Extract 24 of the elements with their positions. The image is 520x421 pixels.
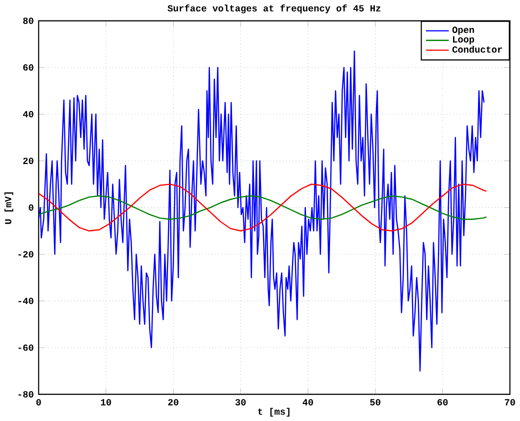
x-tick-label: 40 (302, 399, 314, 406)
x-tick-label: 20 (168, 399, 178, 406)
y-tick-label: -20 (18, 251, 34, 258)
x-tick-label: 60 (438, 399, 448, 406)
line-series (38, 195, 487, 220)
legend-label: Open (452, 26, 474, 35)
y-tick-label: -80 (18, 391, 34, 398)
y-tick-label: -40 (18, 298, 34, 304)
x-tick-label: 10 (100, 399, 112, 406)
y-tick-label: 40 (22, 110, 34, 118)
legend-label: Loop (453, 36, 474, 44)
chart-title: Surface voltages at frequency of 45 Hz (168, 4, 380, 14)
y-tick-label: 80 (23, 18, 34, 24)
x-tick-label: 50 (370, 399, 380, 406)
x-tick-label: 70 (504, 399, 515, 406)
x-tick-label: 0 (36, 399, 41, 406)
y-tick-label: -60 (18, 344, 34, 351)
y-tick-label: 0 (28, 204, 34, 211)
y-axis-title: U [mV] (4, 192, 14, 224)
x-tick-label: 30 (235, 399, 246, 406)
x-axis-title: t [ms] (258, 408, 290, 417)
y-tick-label: 20 (23, 158, 34, 164)
legend-label: Conductor (452, 46, 502, 53)
y-tick-label: 60 (23, 64, 34, 71)
